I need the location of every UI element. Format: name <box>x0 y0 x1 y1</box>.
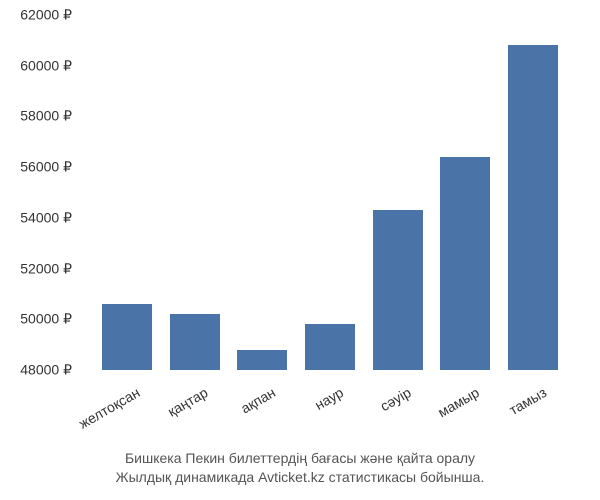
x-tick-label: қаңтар <box>165 384 211 420</box>
x-axis-labels: желтоқсанқаңтарақпаннаурсәуірмамыртамыз <box>85 375 575 445</box>
y-tick-label: 62000 ₽ <box>20 7 72 24</box>
chart-plot-area <box>85 15 575 370</box>
x-tick-label: тамыз <box>506 384 549 418</box>
y-tick-label: 58000 ₽ <box>20 108 72 125</box>
bar <box>102 304 152 370</box>
y-tick-label: 52000 ₽ <box>20 260 72 277</box>
x-tick-label: мамыр <box>435 384 482 420</box>
bar <box>373 210 423 370</box>
y-tick-label: 60000 ₽ <box>20 57 72 74</box>
y-tick-label: 50000 ₽ <box>20 311 72 328</box>
bar <box>508 45 558 370</box>
bar <box>305 324 355 370</box>
caption-line-2: Жылдық динамикада Avticket.kz статистика… <box>116 469 485 485</box>
bar <box>440 157 490 370</box>
x-tick-label: ақпан <box>238 384 278 416</box>
y-tick-label: 48000 ₽ <box>20 362 72 379</box>
bar <box>170 314 220 370</box>
bars-container <box>85 15 575 370</box>
bar <box>237 350 287 370</box>
y-tick-label: 54000 ₽ <box>20 209 72 226</box>
x-tick-label: желтоқсан <box>76 384 142 432</box>
caption-line-1: Бишкека Пекин билеттердің бағасы және қа… <box>125 450 475 466</box>
y-tick-label: 56000 ₽ <box>20 159 72 176</box>
x-tick-label: сәуір <box>377 384 413 414</box>
y-axis: 48000 ₽50000 ₽52000 ₽54000 ₽56000 ₽58000… <box>0 15 80 370</box>
x-tick-label: наур <box>312 384 346 413</box>
chart-caption: Бишкека Пекин билеттердің бағасы және қа… <box>0 449 600 488</box>
